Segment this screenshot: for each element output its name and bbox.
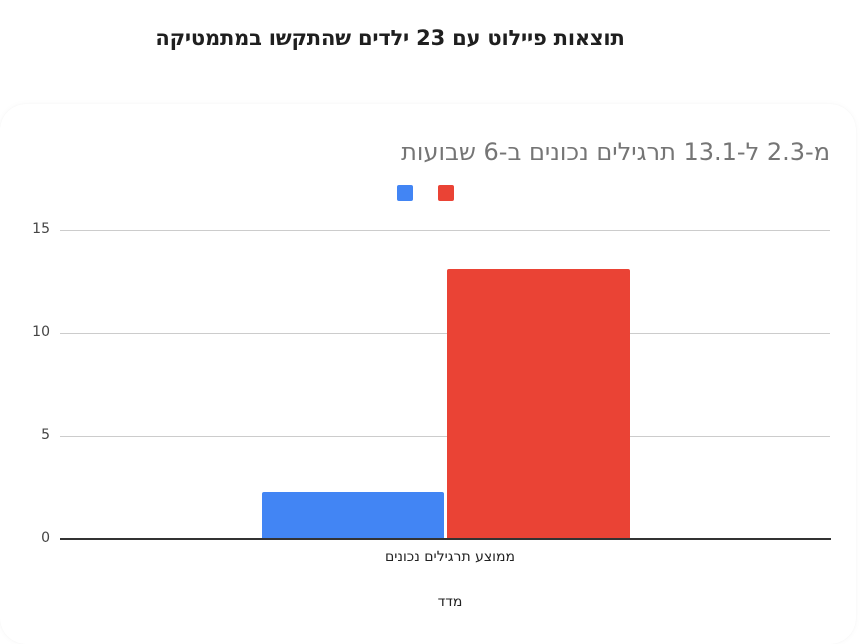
y-tick-label: 5 <box>41 427 50 443</box>
y-tick-label: 15 <box>32 221 50 237</box>
x-axis-title: מדד <box>437 594 463 610</box>
page-title: תוצאות פיילוט עם 23 ילדים שהתקשו במתמטיק… <box>155 26 625 50</box>
y-tick-label: 10 <box>32 324 50 340</box>
chart-card <box>0 104 856 644</box>
gridline-10 <box>60 333 830 334</box>
bar-series-2[interactable] <box>447 269 630 539</box>
x-axis-baseline <box>60 538 831 540</box>
x-category-label: ממוצע תרגילים נכונים <box>384 549 516 565</box>
legend-swatch-series-1[interactable] <box>397 185 413 201</box>
chart-title: מ-2.3 ל-13.1 תרגילים נכונים ב-6 שבועות <box>401 138 830 166</box>
y-tick-label: 0 <box>41 530 50 546</box>
gridline-15 <box>60 230 830 231</box>
bar-series-1[interactable] <box>262 491 444 539</box>
legend-swatch-series-2[interactable] <box>438 185 454 201</box>
gridline-5 <box>60 436 830 437</box>
